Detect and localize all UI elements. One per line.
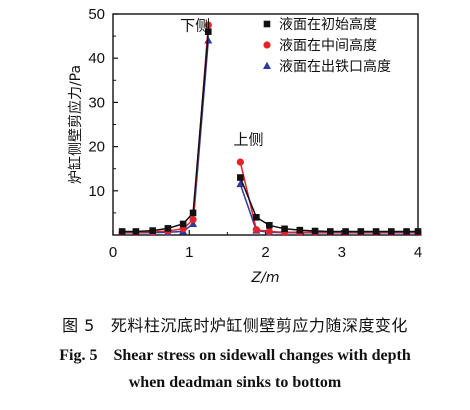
data-point [237,174,244,181]
x-tick-label: 3 [338,244,346,261]
caption-en-text-2: when deadman sinks to bottom [128,374,342,391]
data-point [189,215,197,224]
annotation-upper-side: 上侧 [233,130,263,148]
data-point [179,220,187,228]
series-layer [118,21,422,236]
data-point [281,225,288,233]
y-tick-label: 30 [88,94,105,111]
data-point [204,21,212,29]
y-tick-label: 20 [88,139,105,156]
data-point [132,228,140,235]
data-point [263,41,271,49]
x-tick-label: 2 [261,244,269,261]
data-point [189,209,197,217]
caption-en-label: Fig. 5 [59,347,98,364]
x-tick-label: 1 [185,244,193,261]
data-point [327,228,334,235]
data-point [263,20,271,28]
x-tick-label: 0 [109,244,117,261]
data-point [296,226,304,234]
y-tick-label: 40 [88,50,105,67]
series-line [239,161,418,234]
legend: 液面在初始高度 液面在中间高度 液面在出铁口高度 [263,16,391,75]
data-point [372,228,380,235]
x-tick-label: 4 [414,244,422,261]
data-point [164,225,172,232]
axis-ticks: 0 1 2 3 4 10 20 30 40 50 [88,6,422,261]
legend-item-taphole: 液面在出铁口高度 [263,58,391,75]
shear-stress-chart: 0 1 2 3 4 10 20 30 40 50 下侧 上侧 炉缸侧壁剪应力/Pa Z/m 液面在… [67,6,422,286]
data-point [311,227,319,235]
data-point [253,214,260,221]
data-point [236,158,244,166]
data-point [265,227,273,236]
y-tick-label: 10 [88,183,105,200]
series-square [118,28,422,235]
caption-cn-label: 图 5 [62,316,95,335]
data-point [388,228,395,235]
legend-label: 液面在初始高度 [279,16,377,33]
figure-caption-en: Fig. 5 Shear stress on sidewall changes w… [0,347,470,365]
data-point [189,219,198,227]
annotation-lower-side: 下侧 [180,16,210,34]
data-point [263,61,271,69]
legend-item-initial: 液面在初始高度 [263,16,377,33]
figure-caption-en-line2: when deadman sinks to bottom [0,374,470,392]
data-point [252,226,260,234]
x-axis-title: Z/m [251,270,280,286]
figure-caption-cn: 图 5 死料柱沉底时炉缸侧壁剪应力随深度变化 [0,312,470,336]
data-point [414,228,422,235]
data-point [266,221,273,229]
data-point [403,228,410,235]
legend-label: 液面在中间高度 [279,37,377,54]
data-point [149,227,156,234]
data-point [118,228,126,235]
data-point [236,179,245,188]
caption-cn-text: 死料柱沉底时炉缸侧壁剪应力随深度变化 [110,316,408,335]
series-line [122,40,210,234]
legend-item-middle: 液面在中间高度 [263,37,377,54]
y-tick-label: 50 [88,6,105,23]
data-point [342,228,349,235]
y-axis-title: 炉缸侧壁剪应力/Pa [67,65,84,184]
caption-en-text: Shear stress on sidewall changes with de… [113,347,411,364]
legend-label: 液面在出铁口高度 [279,58,391,75]
data-point [357,228,365,235]
data-point [205,28,212,35]
